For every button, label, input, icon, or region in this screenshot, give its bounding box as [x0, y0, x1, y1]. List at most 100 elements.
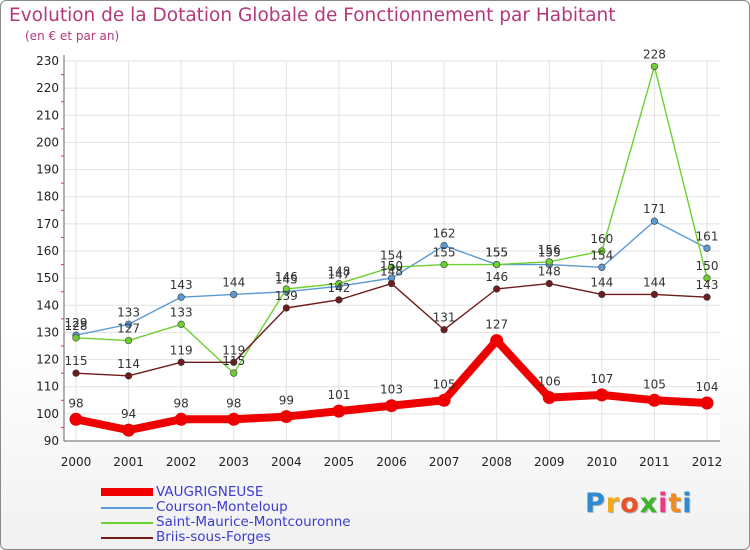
x-tick-label: 2011 — [639, 455, 670, 469]
data-point — [177, 320, 185, 328]
data-label: 160 — [590, 232, 613, 246]
data-label: 114 — [117, 357, 140, 371]
data-label: 148 — [327, 265, 350, 279]
y-tick-label: 150 — [36, 271, 59, 285]
data-point — [650, 217, 659, 225]
legend-swatch-briis-sous-forges — [101, 537, 153, 539]
data-point — [230, 290, 238, 299]
data-point — [282, 285, 290, 293]
data-point — [493, 260, 501, 269]
data-label: 154 — [590, 248, 613, 262]
grid-layer — [64, 60, 720, 442]
data-point — [282, 304, 290, 312]
data-point — [703, 274, 711, 282]
data-point — [124, 372, 133, 380]
proxiti-logo: Proxiti — [585, 488, 693, 519]
y-tick-label: 100 — [36, 407, 59, 421]
data-label: 107 — [590, 372, 613, 386]
data-point — [177, 358, 185, 366]
data-point — [335, 279, 343, 288]
data-point — [703, 293, 711, 301]
data-point — [72, 334, 80, 342]
logo-letter: t — [668, 488, 683, 519]
data-label: 148 — [538, 265, 561, 279]
data-point — [230, 369, 238, 377]
data-point — [598, 290, 606, 299]
data-point — [335, 296, 343, 304]
data-label: 119 — [222, 343, 245, 357]
data-label: 143 — [170, 278, 193, 292]
legend-label-briis-sous-forges: Briis-sous-Forges — [156, 529, 271, 545]
data-label: 103 — [380, 383, 403, 397]
data-label: 146 — [485, 270, 508, 284]
data-label: 142 — [327, 281, 350, 295]
x-tick-label: 2008 — [481, 455, 512, 469]
data-point — [650, 62, 659, 71]
data-label: 131 — [433, 311, 456, 325]
x-tick-label: 2005 — [324, 455, 355, 469]
data-label: 139 — [275, 289, 298, 303]
x-tick-label: 2003 — [218, 455, 249, 469]
logo-letter: i — [682, 488, 693, 519]
data-point — [598, 247, 606, 255]
data-label: 150 — [696, 259, 719, 273]
data-label: 144 — [222, 275, 245, 289]
logo-letter: r — [605, 488, 621, 519]
y-tick-label: 180 — [36, 190, 59, 204]
y-tick-label: 200 — [36, 135, 59, 149]
data-point — [440, 260, 448, 269]
data-point — [545, 258, 553, 266]
data-label: 105 — [643, 377, 666, 391]
legend-label-vaugrigneuse: VAUGRIGNEUSE — [156, 484, 264, 500]
data-label: 99 — [279, 394, 294, 408]
data-label: 128 — [65, 319, 88, 333]
data-point — [650, 290, 659, 299]
data-label: 148 — [380, 265, 403, 279]
legend-label-courson-monteloup: Courson-Monteloup — [156, 499, 288, 515]
y-tick-label: 210 — [36, 108, 59, 122]
data-point — [385, 399, 398, 413]
x-tick-label: 2009 — [534, 455, 565, 469]
data-label: 104 — [696, 380, 719, 394]
y-tick-label: 230 — [36, 54, 59, 68]
chart-subtitle: (en € et par an) — [25, 29, 120, 43]
data-point — [72, 369, 80, 377]
data-label: 171 — [643, 202, 666, 216]
data-label: 146 — [275, 270, 298, 284]
data-label: 115 — [65, 354, 88, 368]
data-label: 155 — [538, 246, 561, 260]
y-tick-label: 90 — [44, 434, 59, 448]
data-label: 94 — [121, 407, 136, 421]
data-point — [440, 241, 448, 250]
data-label: 127 — [485, 318, 508, 332]
legend-swatch-courson-monteloup — [101, 507, 153, 509]
data-label: 98 — [68, 396, 83, 410]
x-tick-label: 2012 — [692, 455, 723, 469]
data-point — [332, 404, 346, 418]
data-label: 98 — [226, 396, 241, 410]
data-point — [124, 320, 133, 328]
data-label: 161 — [696, 229, 719, 243]
data-point — [595, 388, 609, 402]
x-tick-label: 2002 — [166, 455, 197, 469]
y-tick-label: 220 — [36, 81, 59, 95]
data-point — [598, 263, 606, 271]
data-point — [440, 326, 448, 334]
data-label: 101 — [327, 388, 350, 402]
data-label: 145 — [275, 273, 298, 287]
data-label: 98 — [174, 396, 189, 410]
logo-letter: P — [585, 488, 606, 519]
data-label: 129 — [65, 316, 88, 330]
data-label: 162 — [433, 227, 456, 241]
legend-label-saint-maurice-montcouronne: Saint-Maurice-Montcouronne — [156, 514, 351, 530]
data-label: 133 — [117, 305, 140, 319]
data-label: 154 — [380, 248, 403, 262]
data-label: 115 — [222, 354, 245, 368]
data-label: 106 — [538, 375, 561, 389]
chart-title: Evolution de la Dotation Globale de Fonc… — [9, 5, 616, 26]
x-tick-label: 2000 — [61, 455, 92, 469]
data-point — [124, 336, 133, 345]
data-label: 155 — [485, 246, 508, 260]
